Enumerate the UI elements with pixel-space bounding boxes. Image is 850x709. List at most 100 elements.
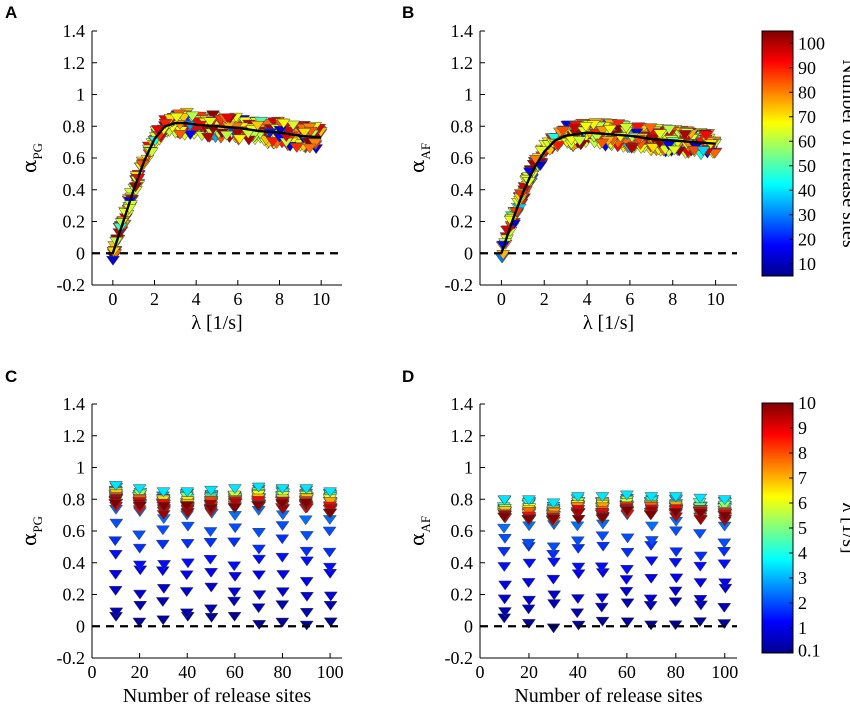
x-axis-label: Number of release sites: [514, 685, 702, 707]
data-marker: [250, 501, 265, 511]
data-marker: [669, 573, 684, 584]
data-marker: [717, 559, 732, 570]
colorbar-tick-label: 6: [798, 493, 807, 513]
data-marker: [155, 539, 170, 550]
data-marker: [180, 521, 195, 532]
data-marker: [717, 603, 732, 613]
data-marker: [594, 562, 609, 573]
y-tick-label: 0: [76, 243, 85, 263]
data-marker: [496, 547, 511, 557]
colorbar-tick-label: 80: [798, 82, 816, 102]
x-tick-label: 8: [275, 289, 284, 309]
y-tick-label: 0.2: [451, 585, 474, 605]
data-marker: [572, 136, 587, 147]
data-marker: [596, 541, 611, 552]
data-marker: [631, 122, 646, 133]
colorbar-tick-label: 3: [798, 568, 807, 588]
data-marker: [595, 513, 610, 523]
data-marker: [289, 143, 304, 153]
x-tick-label: 0: [476, 662, 485, 682]
x-tick-label: 6: [233, 289, 242, 309]
y-axis-label: αAF: [405, 143, 433, 173]
data-marker: [546, 133, 561, 144]
data-marker: [132, 530, 147, 541]
data-marker: [156, 501, 171, 512]
colorbar-release-sites: 10 20 30 40 50 60 70 80 90 100 Number of release …: [761, 30, 850, 277]
y-tick-label: 0.4: [63, 553, 86, 573]
y-tick-label: -0.2: [445, 648, 474, 668]
data-marker: [169, 112, 184, 123]
colorbar-tick-label: 40: [798, 180, 816, 200]
data-marker: [668, 508, 683, 518]
y-tick-label: 1.2: [451, 53, 474, 73]
data-marker: [570, 608, 585, 619]
data-marker: [595, 138, 610, 149]
y-tick-label: 0.2: [63, 212, 86, 232]
data-marker: [497, 534, 512, 544]
y-tick-label: 0.8: [63, 116, 86, 136]
data-marker: [109, 518, 124, 529]
data-marker: [624, 144, 639, 154]
data-marker: [109, 607, 124, 618]
x-tick-label: 40: [569, 662, 587, 682]
data-marker: [498, 580, 513, 591]
data-marker: [227, 587, 242, 598]
x-axis-label: Number of release sites: [123, 685, 311, 707]
data-marker: [275, 600, 290, 611]
data-marker: [183, 130, 198, 141]
data-marker: [275, 552, 290, 563]
axes: -0.2 0 0.2 0.4 0.6 0.8 1 1.2 1.4 0 2 4 6 8 10: [445, 21, 737, 309]
data-marker: [643, 510, 658, 521]
data-marker: [646, 143, 660, 154]
x-axis-label: λ [1/s]: [191, 312, 242, 334]
data-marker: [693, 617, 707, 628]
data-marker: [322, 562, 337, 573]
data-marker: [275, 617, 290, 628]
colorbar-tick-label: 70: [798, 107, 816, 127]
y-tick-label: 1.2: [63, 53, 86, 73]
fit-curve: [111, 121, 322, 254]
data-marker: [693, 508, 708, 519]
data-marker: [578, 122, 593, 132]
data-marker: [156, 615, 171, 626]
panel-label-b: B: [402, 3, 414, 22]
x-axis-label: λ [1/s]: [583, 312, 634, 334]
y-axis-label: αAF: [405, 516, 433, 546]
colorbar-ticks: 0.1 1 2 3 4 5 6 7 8 9 10: [789, 393, 821, 661]
x-tick-label: 80: [273, 662, 291, 682]
data-marker: [204, 568, 219, 578]
data-marker: [179, 608, 194, 619]
data-marker: [570, 521, 585, 532]
data-marker: [179, 501, 194, 512]
data-marker: [299, 577, 314, 587]
y-tick-label: 1.4: [63, 21, 86, 41]
data-marker: [522, 558, 537, 569]
data-marker: [108, 536, 123, 547]
data-marker: [555, 126, 570, 137]
data-marker: [644, 492, 659, 503]
data-marker: [644, 521, 659, 532]
data-marker: [687, 146, 702, 156]
x-tick-label: 2: [540, 289, 549, 309]
data-marker: [603, 125, 618, 135]
data-marker: [156, 487, 171, 498]
colorbar-label: Number of release sites: [838, 59, 850, 247]
data-marker: [644, 556, 659, 567]
data-marker: [108, 586, 123, 596]
colorbar-ticks: 10 20 30 40 50 60 70 80 90 100: [789, 33, 825, 274]
y-tick-label: 0.2: [63, 585, 86, 605]
data-marker: [668, 586, 683, 597]
data-marker: [546, 514, 561, 525]
data-marker: [155, 525, 170, 536]
data-marker: [570, 492, 585, 503]
data-marker: [251, 528, 266, 538]
data-marker: [299, 531, 314, 541]
data-marker: [307, 138, 322, 149]
data-marker: [204, 485, 219, 496]
data-marker: [619, 123, 634, 134]
data-marker: [497, 594, 512, 605]
fit-curve: [500, 131, 716, 254]
x-tick-label: 2: [150, 289, 159, 309]
data-marker: [323, 591, 338, 602]
colorbar-tick-label: 30: [798, 205, 816, 225]
